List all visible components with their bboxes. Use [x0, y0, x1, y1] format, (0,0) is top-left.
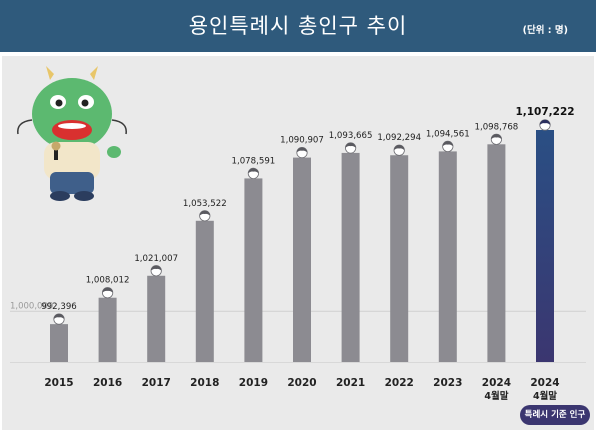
- bar: [195, 220, 214, 362]
- bar: [293, 157, 311, 362]
- dragon-mascot-icon: [17, 66, 127, 201]
- bar: [50, 324, 68, 362]
- person-head-icon: [490, 133, 502, 145]
- data-label: 992,396: [41, 302, 77, 312]
- person-head-icon: [199, 210, 211, 222]
- person-head-icon: [101, 287, 114, 299]
- data-label: 1,053,522: [183, 199, 227, 209]
- title-banner: 용인특례시 총인구 추이 (단위 : 명): [0, 0, 596, 52]
- x-tick-label: 2023: [433, 377, 462, 389]
- data-label: 1,008,012: [86, 276, 130, 286]
- data-label: 1,021,007: [134, 254, 178, 264]
- bar: [341, 152, 360, 362]
- x-tick-label: 2017: [142, 377, 171, 389]
- person-head-icon: [442, 140, 454, 153]
- data-label: 1,093,665: [329, 131, 373, 141]
- x-tick-label: 2016: [93, 377, 122, 389]
- person-head-icon: [393, 144, 405, 156]
- person-head-icon: [150, 265, 162, 277]
- x-tick-label: 2019: [239, 377, 268, 389]
- x-tick-label: 2024: [482, 377, 511, 389]
- x-tick-label: 2015: [44, 377, 73, 389]
- x-tick-label: 2022: [385, 377, 414, 389]
- x-tick-label: 2024: [530, 377, 559, 389]
- x-tick-label: 2021: [336, 377, 365, 389]
- bar: [244, 178, 263, 362]
- person-head-icon: [345, 142, 357, 154]
- x-tick-label: 2018: [190, 377, 219, 389]
- x-tick-label: 2020: [287, 377, 316, 389]
- data-label: 1,107,222: [515, 106, 574, 118]
- population-basis-badge: 특례시 기준 인구: [520, 405, 590, 425]
- person-head-icon: [296, 146, 308, 159]
- bar: [487, 144, 506, 362]
- data-label: 1,078,591: [232, 156, 276, 166]
- chart-title: 용인특례시 총인구 추이: [188, 14, 408, 38]
- data-label: 1,090,907: [280, 136, 324, 146]
- reference-line-label: 1,000,000: [10, 301, 53, 311]
- data-label: 1,092,294: [377, 133, 421, 143]
- bar: [438, 151, 457, 362]
- person-head-icon: [53, 313, 65, 325]
- bar: [98, 297, 117, 362]
- person-head-icon: [539, 119, 551, 131]
- unit-label: (단위 : 명): [522, 25, 568, 36]
- chart-panel: 1,000,000 992,396 2015 1,008,012 2016 1,021,0…: [2, 56, 594, 430]
- x-tick-sublabel: 4월말: [484, 390, 508, 402]
- bar: [147, 275, 166, 362]
- bar-highlight: [536, 130, 554, 362]
- data-label: 1,094,561: [426, 129, 470, 139]
- bar: [390, 155, 409, 362]
- x-tick-sublabel: 4월말: [533, 390, 557, 402]
- data-label: 1,098,768: [475, 122, 519, 132]
- person-head-icon: [247, 167, 259, 180]
